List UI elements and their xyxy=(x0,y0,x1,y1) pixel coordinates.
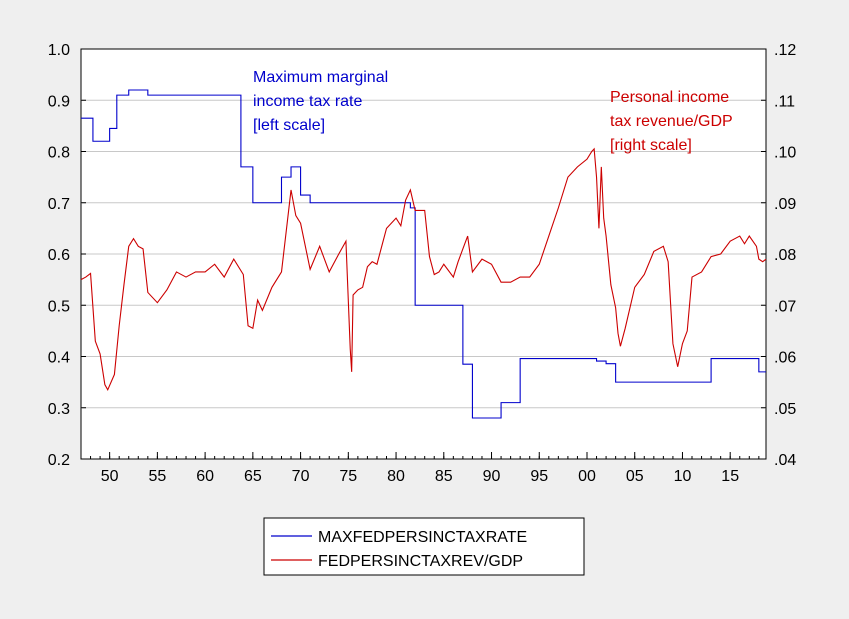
right-tick-label: .10 xyxy=(774,145,796,162)
x-tick-label: 80 xyxy=(387,468,405,485)
left-tick-label: 0.3 xyxy=(48,401,70,418)
x-tick-label: 50 xyxy=(101,468,119,485)
left-tick-label: 0.9 xyxy=(48,93,70,110)
x-tick-label: 15 xyxy=(721,468,739,485)
x-axis: 50 55 60 65 70 75 80 85 90 95 00 05 10 15 xyxy=(80,452,760,485)
right-tick-label: .04 xyxy=(774,452,796,469)
grid-lines xyxy=(81,99,766,409)
right-axis: .04 .05 .06 .07 .08 .09 .10 .11 .12 xyxy=(761,42,796,469)
x-tick-label: 75 xyxy=(339,468,357,485)
left-tick-label: 0.4 xyxy=(48,350,70,367)
left-tick-label: 0.7 xyxy=(48,196,70,213)
x-tick-label: 65 xyxy=(244,468,262,485)
x-tick-label: 00 xyxy=(578,468,596,485)
left-scale-annotation-line: [left scale] xyxy=(253,117,325,134)
legend-box xyxy=(263,517,585,576)
left-tick-label: 0.6 xyxy=(48,247,70,264)
left-tick-label: 1.0 xyxy=(48,42,70,59)
right-scale-annotation-line: [right scale] xyxy=(610,137,692,154)
left-axis: 0.2 0.3 0.4 0.5 0.6 0.7 0.8 0.9 1.0 xyxy=(48,42,86,469)
series-line-revenue-gdp xyxy=(80,147,767,392)
right-tick-label: .12 xyxy=(774,42,796,59)
x-tick-label: 05 xyxy=(626,468,644,485)
x-tick-label: 70 xyxy=(292,468,310,485)
right-tick-label: .06 xyxy=(774,350,796,367)
left-scale-annotation-line: income tax rate xyxy=(253,93,362,110)
right-tick-label: .09 xyxy=(774,196,796,213)
x-tick-label: 10 xyxy=(674,468,692,485)
x-tick-label: 55 xyxy=(148,468,166,485)
right-tick-label: .07 xyxy=(774,298,796,315)
right-tick-label: .11 xyxy=(774,93,795,110)
legend-label: FEDPERSINCTAXREV/GDP xyxy=(318,553,523,570)
series-layer xyxy=(80,89,767,419)
x-tick-label: 95 xyxy=(530,468,548,485)
left-scale-annotation-line: Maximum marginal xyxy=(253,69,388,86)
right-scale-annotation-line: tax revenue/GDP xyxy=(610,113,733,130)
right-tick-label: .05 xyxy=(774,401,796,418)
legend-label: MAXFEDPERSINCTAXRATE xyxy=(318,529,527,546)
x-tick-label: 90 xyxy=(483,468,501,485)
annotations: Maximum marginal income tax rate [left sca… xyxy=(253,69,733,154)
right-scale-annotation-line: Personal income xyxy=(610,89,729,106)
x-tick-label: 85 xyxy=(435,468,453,485)
right-tick-label: .08 xyxy=(774,247,796,264)
x-tick-label: 60 xyxy=(196,468,214,485)
left-tick-label: 0.8 xyxy=(48,145,70,162)
left-tick-label: 0.5 xyxy=(48,298,70,315)
legend: MAXFEDPERSINCTAXRATE FEDPERSINCTAXREV/GDP xyxy=(263,517,585,576)
left-tick-label: 0.2 xyxy=(48,452,70,469)
series-line-tax-rate xyxy=(81,89,766,419)
